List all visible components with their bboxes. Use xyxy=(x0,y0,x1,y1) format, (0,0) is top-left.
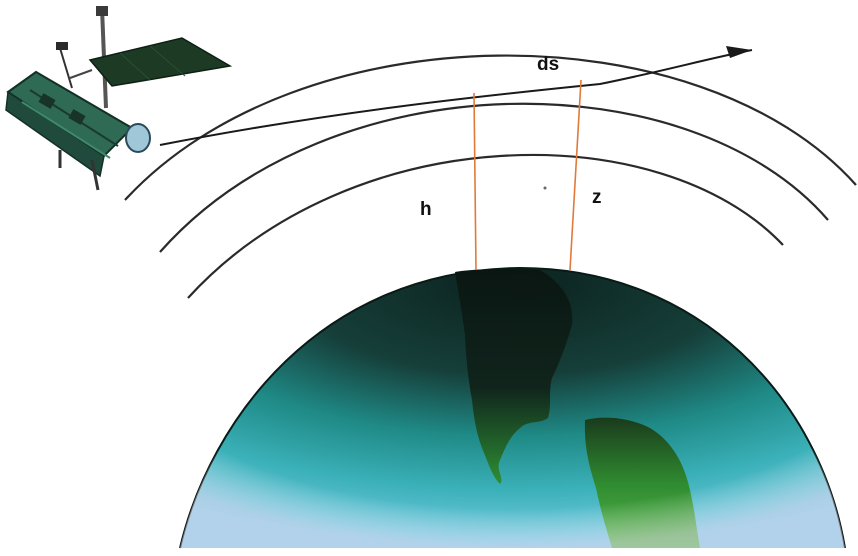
signal-ray-path xyxy=(159,46,753,146)
body-module-1 xyxy=(38,93,56,109)
panel-grid-1 xyxy=(119,52,151,81)
center-dot xyxy=(543,186,547,190)
satellite-solar-panel xyxy=(88,37,233,87)
panel-grid-2 xyxy=(149,45,186,77)
arrow-head-icon xyxy=(726,46,752,58)
satellite-icon xyxy=(5,6,233,191)
layer-arc-middle xyxy=(159,102,829,253)
body-module-2 xyxy=(68,109,86,125)
label-h: h xyxy=(420,199,432,220)
layer-arc-inner xyxy=(187,153,784,299)
height-line-h xyxy=(473,92,477,271)
satellite-leg-1 xyxy=(90,159,100,191)
haze-overlay xyxy=(180,268,845,548)
satellite-sensor xyxy=(125,123,151,153)
satellite-mast-top xyxy=(96,6,108,16)
label-ds: ds xyxy=(537,54,559,75)
height-line-z xyxy=(569,79,582,271)
ray-line xyxy=(159,49,753,146)
layer-arc-outer xyxy=(124,54,857,201)
panel-boom xyxy=(69,69,93,79)
satellite-antenna-a xyxy=(59,47,73,89)
satellite-antenna-a-tip xyxy=(56,42,68,50)
earth-icon xyxy=(179,266,846,549)
label-z: z xyxy=(592,187,602,208)
body-stripe-2 xyxy=(21,101,111,159)
atmosphere-layers xyxy=(124,54,857,299)
